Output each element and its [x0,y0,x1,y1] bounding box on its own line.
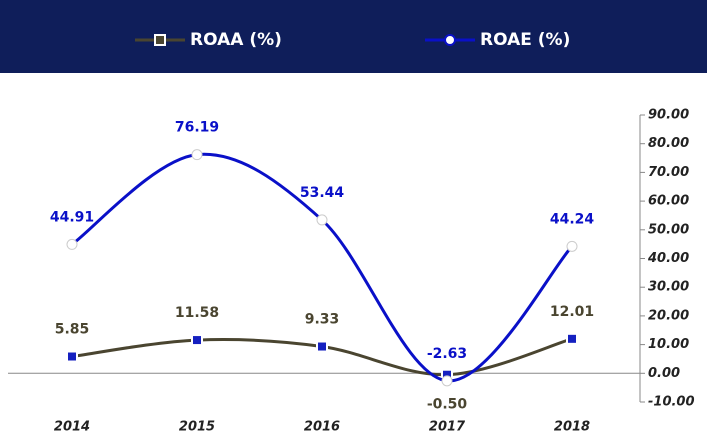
y-tick-label: 90.00 [648,108,689,123]
marker [566,332,578,345]
y-tick-label: 50.00 [648,222,689,237]
legend-band [0,0,707,73]
y-tick-label: 60.00 [648,194,689,209]
marker [66,350,78,363]
x-tick-label: 2017 [429,420,466,435]
data-label: 44.24 [550,211,595,227]
marker [316,214,328,226]
y-tick-label: 20.00 [648,308,689,323]
data-label: -2.63 [427,346,467,362]
y-tick-label: -10.00 [648,395,695,410]
marker [66,238,78,250]
marker [316,340,328,353]
y-tick-label: 0.00 [648,366,680,381]
y-tick-label: 80.00 [648,136,689,151]
data-label: 76.19 [175,120,219,136]
marker [191,149,203,161]
marker [566,240,578,252]
legend-marker [154,34,166,46]
marker [441,375,453,387]
data-label: 11.58 [175,305,219,321]
legend-label: ROAA (%) [190,30,282,50]
data-label: -0.50 [427,397,468,413]
x-tick-label: 2016 [304,420,340,435]
y-tick-label: 30.00 [648,280,689,295]
y-tick-label: 40.00 [647,251,689,266]
data-label: 5.85 [55,322,90,338]
data-label: 9.33 [305,312,340,328]
y-tick-label: 10.00 [648,337,689,352]
legend-label: ROAE (%) [480,30,570,50]
marker [191,334,203,347]
x-tick-label: 2014 [54,420,90,435]
legend-marker [444,34,456,46]
series-line [71,152,574,383]
y-tick-label: 70.00 [648,165,689,180]
x-tick-label: 2018 [554,420,590,435]
data-label: 44.91 [50,209,94,225]
data-label: 53.44 [300,185,345,201]
data-label: 12.01 [550,304,594,320]
x-tick-label: 2015 [179,420,215,435]
